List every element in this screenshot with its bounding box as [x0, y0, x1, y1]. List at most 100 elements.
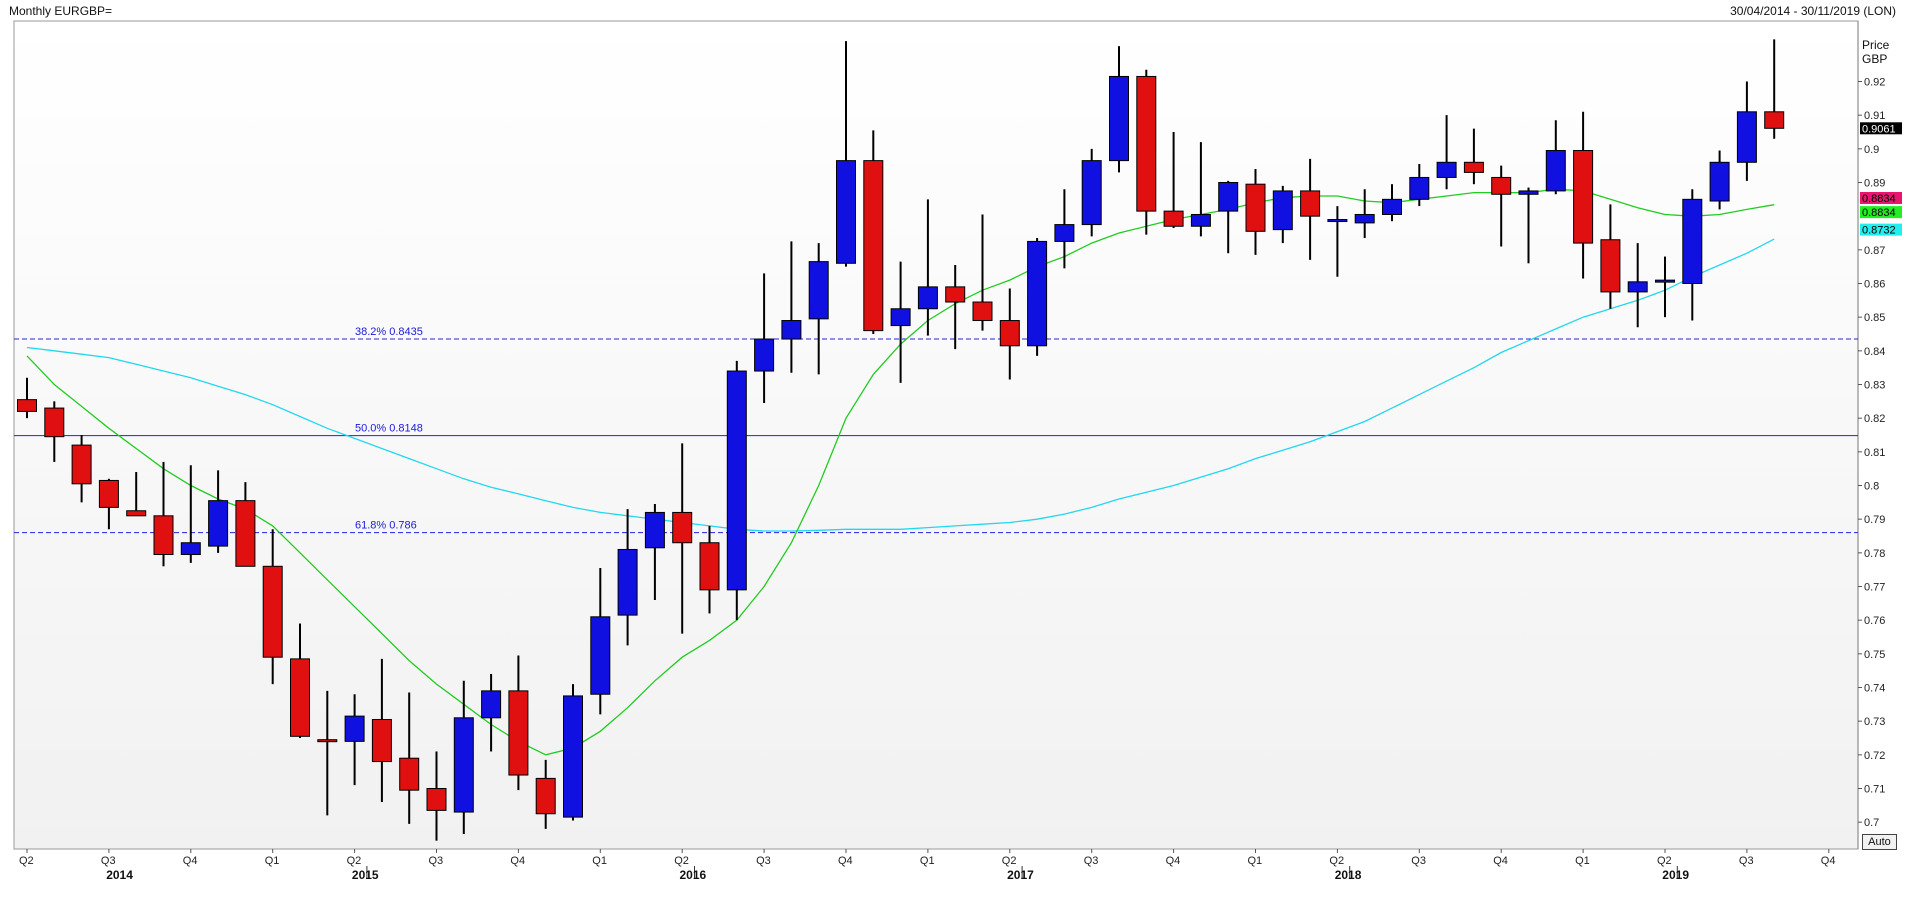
- candle-62: [1709, 150, 1730, 210]
- candle-body: [535, 777, 556, 815]
- candle-body: [1436, 161, 1457, 178]
- candle-body: [999, 320, 1020, 347]
- y-tick-label: 0.73: [1864, 716, 1885, 728]
- candle-36: [999, 288, 1020, 380]
- candle-14: [399, 692, 420, 824]
- price-tag-label-2: 0.8834: [1862, 207, 1896, 219]
- candle-44: [1218, 180, 1239, 254]
- price-axis-label: Price GBP: [1862, 38, 1889, 66]
- y-tick-label: 0.74: [1864, 683, 1885, 695]
- y-tick-label: 0.82: [1864, 413, 1885, 425]
- candle-29: [808, 243, 829, 375]
- y-tick-label: 0.92: [1864, 77, 1885, 89]
- candle-9: [262, 529, 283, 685]
- fib-label-0: 38.2% 0.8435: [355, 326, 423, 338]
- quarter-label: Q4: [838, 855, 853, 867]
- quarter-label: Q3: [756, 855, 771, 867]
- candle-2: [71, 435, 92, 503]
- candle-61: [1682, 189, 1703, 321]
- candle-48: [1327, 206, 1348, 277]
- year-label: 2016: [680, 868, 707, 882]
- candle-body: [1136, 75, 1157, 212]
- candle-40: [1109, 46, 1129, 173]
- candle-body: [1245, 183, 1266, 232]
- candle-20: [563, 684, 583, 821]
- y-tick-label: 0.89: [1864, 178, 1885, 190]
- year-label: 2015: [352, 868, 379, 882]
- quarter-label: Q1: [265, 855, 280, 867]
- y-tick-label: 0.81: [1864, 447, 1885, 459]
- candle-60: [1655, 256, 1675, 318]
- candle-body: [1354, 213, 1375, 224]
- candle-body: [890, 308, 911, 327]
- candle-32: [890, 261, 911, 383]
- candle-body: [1081, 160, 1102, 226]
- candle-27: [754, 273, 775, 404]
- candle-12: [344, 694, 365, 786]
- candle-18: [508, 655, 529, 791]
- candles: [17, 39, 1785, 841]
- x-axis: Q2 Q3 Q4 Q1 Q2 Q3 Q4 Q1 Q2 Q3 Q4 Q1 Q2 Q3 Q4 Q1 Q2 Q3 Q4 Q1…: [19, 849, 1835, 882]
- quarter-label: Q2: [347, 855, 362, 867]
- candle-8: [235, 482, 256, 567]
- fib-label-1: 50.0% 0.8148: [355, 423, 423, 435]
- candle-body: [863, 160, 884, 332]
- candle-body: [836, 160, 856, 264]
- candle-38: [1054, 189, 1075, 269]
- candle-body: [481, 690, 502, 719]
- candle-body: [262, 565, 283, 658]
- y-tick-label: 0.87: [1864, 245, 1885, 257]
- candle-body: [1190, 213, 1211, 227]
- date-range: 30/04/2014 - 30/11/2019 (LON): [1730, 4, 1896, 18]
- candle-body: [563, 695, 583, 818]
- y-tick-label: 0.83: [1864, 380, 1885, 392]
- candle-19: [535, 759, 556, 829]
- candle-42: [1163, 132, 1184, 228]
- candle-body: [917, 286, 938, 310]
- candle-body: [153, 515, 174, 556]
- candle-3: [98, 478, 119, 530]
- quarter-label: Q1: [1575, 855, 1590, 867]
- candle-body: [754, 338, 775, 372]
- quarter-label: Q3: [1739, 855, 1754, 867]
- candle-body: [1655, 279, 1675, 283]
- y-tick-label: 0.9: [1864, 144, 1879, 156]
- candle-35: [972, 214, 993, 331]
- price-tag-label-1: 0.8834: [1862, 193, 1896, 205]
- quarter-label: Q1: [920, 855, 935, 867]
- quarter-label: Q2: [1657, 855, 1672, 867]
- candle-body: [1300, 190, 1321, 217]
- candle-47: [1300, 158, 1321, 260]
- candle-22: [617, 509, 638, 646]
- price-label-line1: Price: [1862, 38, 1890, 52]
- candle-body: [590, 616, 611, 695]
- candle-1: [44, 401, 65, 462]
- candle-body: [1054, 224, 1075, 242]
- candle-body: [1109, 75, 1129, 162]
- candle-46: [1272, 185, 1293, 244]
- candle-33: [917, 199, 938, 336]
- y-tick-label: 0.75: [1864, 649, 1885, 661]
- candle-body: [371, 718, 392, 763]
- y-tick-label: 0.79: [1864, 514, 1885, 526]
- y-tick-label: 0.77: [1864, 582, 1885, 594]
- candle-body: [1600, 239, 1621, 293]
- candle-30: [836, 41, 856, 267]
- auto-scale-button[interactable]: Auto: [1862, 834, 1897, 850]
- candle-53: [1463, 128, 1484, 185]
- candle-49: [1354, 189, 1375, 239]
- candle-0: [17, 377, 37, 419]
- candle-body: [1573, 150, 1594, 244]
- candle-54: [1491, 165, 1512, 247]
- quarter-label: Q3: [1411, 855, 1426, 867]
- candle-26: [726, 360, 747, 621]
- y-tick-label: 0.85: [1864, 312, 1885, 324]
- y-tick-label: 0.7: [1864, 817, 1879, 829]
- candle-50: [1382, 184, 1402, 222]
- candle-body: [672, 511, 693, 544]
- candle-body: [1518, 190, 1539, 195]
- candle-58: [1600, 204, 1621, 309]
- y-axis: 0.7 0.71 0.72 0.73 0.74 0.75 0.76 0.77 0.78 0.79 0…: [1858, 77, 1885, 829]
- candle-43: [1190, 142, 1211, 237]
